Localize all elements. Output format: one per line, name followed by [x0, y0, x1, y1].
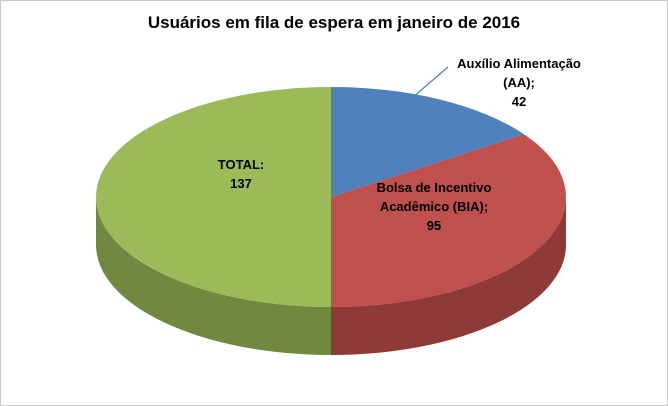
data-label-aa-line1: Auxílio Alimentação [457, 56, 581, 71]
data-label-aa-line2: (AA); [503, 75, 535, 90]
leader-line-aa [404, 66, 449, 105]
pie-slice-aa [331, 87, 524, 197]
pie-slice-bia [331, 134, 566, 307]
pie-wall-total [96, 197, 331, 355]
data-label-bia: Bolsa de Incentivo Acadêmico (BIA); 95 [377, 178, 492, 235]
data-label-aa-line3: 42 [511, 94, 527, 109]
data-label-bia-line2: Acadêmico (BIA); [379, 199, 489, 214]
data-label-total-line1: TOTAL: [217, 157, 265, 172]
data-label-bia-line1: Bolsa de Incentivo [376, 180, 492, 195]
pie-wall-bia [331, 197, 566, 355]
data-label-bia-line3: 95 [426, 218, 442, 233]
chart-title: Usuários em fila de espera em janeiro de… [147, 13, 521, 32]
data-label-total: TOTAL: 137 [218, 155, 264, 193]
pie-slice-total [96, 87, 331, 307]
data-label-aa: Auxílio Alimentação (AA); 42 [457, 54, 581, 111]
data-label-total-line2: 137 [230, 176, 252, 191]
